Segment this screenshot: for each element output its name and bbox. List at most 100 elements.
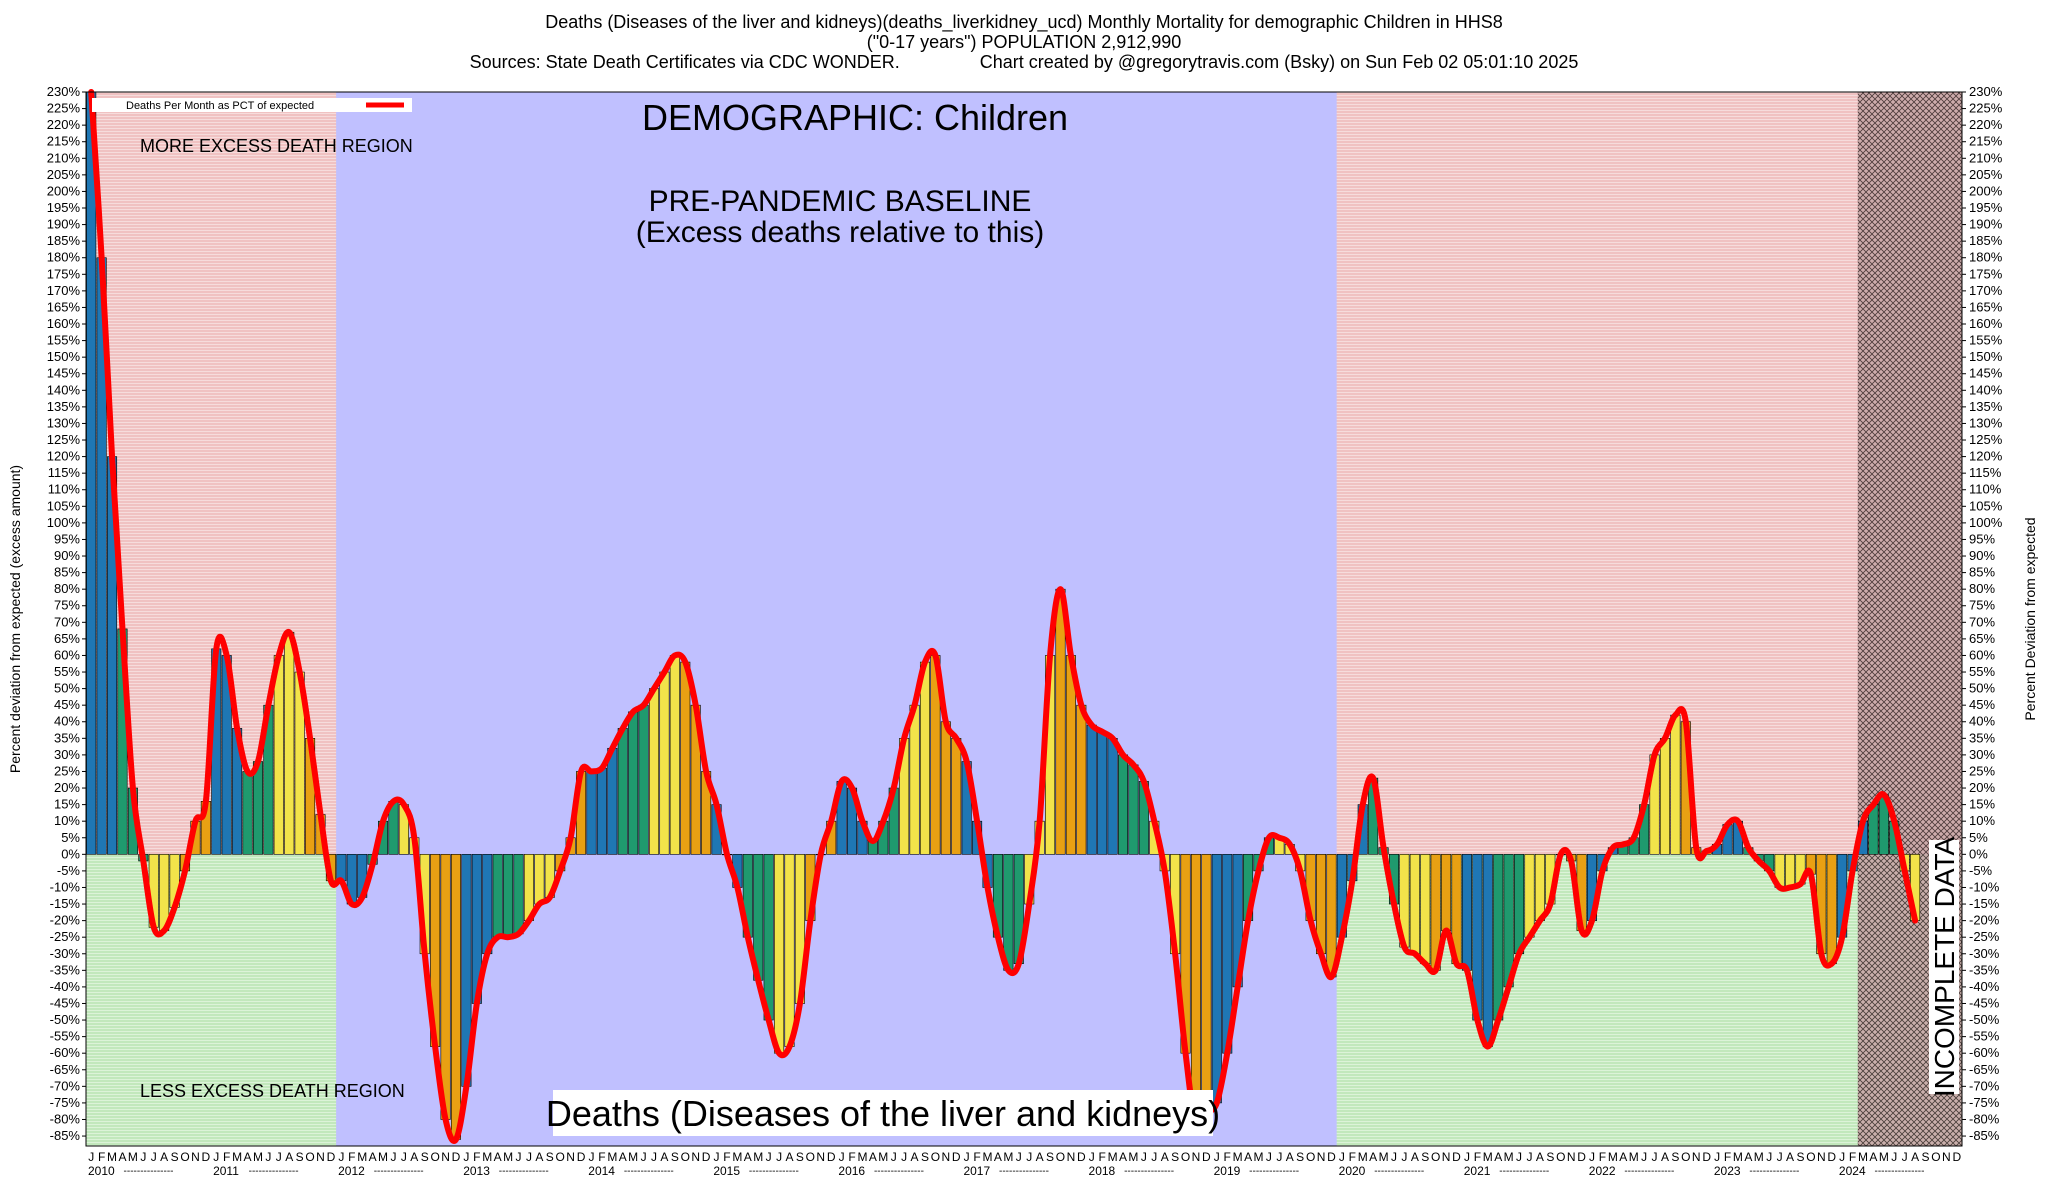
y-tick-label-left: -35%: [50, 962, 81, 977]
x-month-label: N: [1067, 1150, 1076, 1164]
x-year-label: 2021: [1464, 1164, 1491, 1178]
x-month-label: M: [128, 1150, 138, 1164]
y-tick-label-right: 175%: [1969, 266, 2003, 281]
data-bar: [1420, 854, 1431, 965]
y-tick-label-left: 190%: [47, 217, 81, 232]
y-tick-label-right: 95%: [1969, 531, 1995, 546]
y-tick-label-left: 160%: [47, 316, 81, 331]
y-tick-label-left: 120%: [47, 449, 81, 464]
y-tick-label-right: -20%: [1969, 913, 2000, 928]
data-bar: [586, 771, 597, 855]
y-tick-label-left: 140%: [47, 382, 81, 397]
chart-header: Deaths (Diseases of the liver and kidney…: [0, 12, 2048, 72]
x-year-label: 2010: [88, 1164, 115, 1178]
x-year-divider: ---------------: [1624, 1166, 1674, 1177]
x-year-label: 2020: [1339, 1164, 1366, 1178]
x-month-label: F: [473, 1150, 480, 1164]
data-bar: [86, 91, 97, 855]
x-month-label: M: [732, 1150, 742, 1164]
x-month-label: J: [1464, 1150, 1470, 1164]
x-month-label: J: [651, 1150, 657, 1164]
data-bar: [1118, 754, 1129, 855]
x-month-label: N: [566, 1150, 575, 1164]
legend-label: Deaths Per Month as PCT of expected: [126, 100, 314, 112]
data-bar: [1128, 764, 1139, 855]
y-tick-label-right: 80%: [1969, 581, 1995, 596]
y-tick-label-right: 135%: [1969, 399, 2003, 414]
x-month-label: J: [714, 1150, 720, 1164]
y-tick-label-left: 125%: [47, 432, 81, 447]
y-tick-label-left: 185%: [47, 233, 81, 248]
x-month-label: A: [1244, 1150, 1252, 1164]
x-year-divider: ---------------: [624, 1166, 674, 1177]
x-month-label: F: [973, 1150, 980, 1164]
x-month-label: J: [265, 1150, 271, 1164]
y-tick-label-left: 150%: [47, 349, 81, 364]
x-month-label: S: [296, 1150, 304, 1164]
x-month-label: A: [1119, 1150, 1127, 1164]
x-month-label: J: [1214, 1150, 1220, 1164]
x-month-label: D: [1327, 1150, 1336, 1164]
x-month-label: J: [1891, 1150, 1897, 1164]
x-month-label: J: [1401, 1150, 1407, 1164]
y-tick-label-right: 190%: [1969, 217, 2003, 232]
x-month-label: D: [702, 1150, 711, 1164]
y-tick-label-right: 0%: [1969, 846, 1988, 861]
y-tick-label-left: -80%: [50, 1111, 81, 1126]
y-tick-label-right: -35%: [1969, 962, 2000, 977]
x-month-label: A: [660, 1150, 668, 1164]
y-tick-label-right: 10%: [1969, 813, 1995, 828]
y-tick-label-right: 100%: [1969, 515, 2003, 530]
x-month-label: F: [1724, 1150, 1731, 1164]
y-tick-label-right: 150%: [1969, 349, 2003, 364]
x-month-label: J: [1266, 1150, 1272, 1164]
x-month-label: D: [952, 1150, 961, 1164]
y-tick-label-right: 140%: [1969, 382, 2003, 397]
y-tick-label-left: 30%: [54, 747, 80, 762]
axes: 230% 230%225% 225%220% 220%215% 215%210% 210%…: [7, 84, 2038, 1178]
y-tick-label-left: 60%: [54, 647, 80, 662]
x-month-label: J: [338, 1150, 344, 1164]
y-tick-label-left: 180%: [47, 250, 81, 265]
data-bar: [1201, 854, 1212, 1114]
y-tick-label-left: 10%: [54, 813, 80, 828]
x-year-label: 2022: [1589, 1164, 1616, 1178]
y-tick-label-left: 55%: [54, 664, 80, 679]
x-year-label: 2018: [1089, 1164, 1116, 1178]
x-month-label: S: [796, 1150, 804, 1164]
x-year-label: 2017: [963, 1164, 990, 1178]
data-bar: [680, 661, 691, 855]
data-bar: [1534, 854, 1545, 921]
x-month-label: J: [776, 1150, 782, 1164]
x-month-label: J: [1652, 1150, 1658, 1164]
x-year-label: 2013: [463, 1164, 490, 1178]
x-month-label: A: [285, 1150, 293, 1164]
y-tick-label-right: 120%: [1969, 449, 2003, 464]
x-month-label: S: [1421, 1150, 1429, 1164]
x-month-label: O: [1306, 1150, 1315, 1164]
chart-annotations: Deaths Per Month as PCT of expected MORE …: [92, 97, 1960, 1136]
data-bar: [1493, 854, 1504, 1021]
y-axis-title-left: Percent deviation from expected (excess …: [7, 465, 23, 773]
x-month-label: J: [1714, 1150, 1720, 1164]
data-bar: [648, 688, 660, 855]
y-tick-label-left: -60%: [50, 1045, 81, 1060]
x-month-label: A: [785, 1150, 793, 1164]
x-month-label: F: [1349, 1150, 1356, 1164]
x-month-label: M: [1358, 1150, 1368, 1164]
x-month-label: S: [171, 1150, 179, 1164]
data-bar: [1441, 854, 1452, 931]
y-tick-label-right: 215%: [1969, 134, 2003, 149]
x-month-label: O: [806, 1150, 815, 1164]
x-month-label: O: [430, 1150, 439, 1164]
data-bar: [1524, 854, 1535, 938]
x-month-label: J: [463, 1150, 469, 1164]
y-tick-label-left: 200%: [47, 183, 81, 198]
x-month-label: F: [598, 1150, 605, 1164]
x-month-label: J: [1391, 1150, 1397, 1164]
x-month-label: D: [327, 1150, 336, 1164]
x-month-label: M: [1754, 1150, 1764, 1164]
x-year-divider: ---------------: [749, 1166, 799, 1177]
x-month-label: A: [1536, 1150, 1544, 1164]
data-bar: [638, 704, 649, 855]
